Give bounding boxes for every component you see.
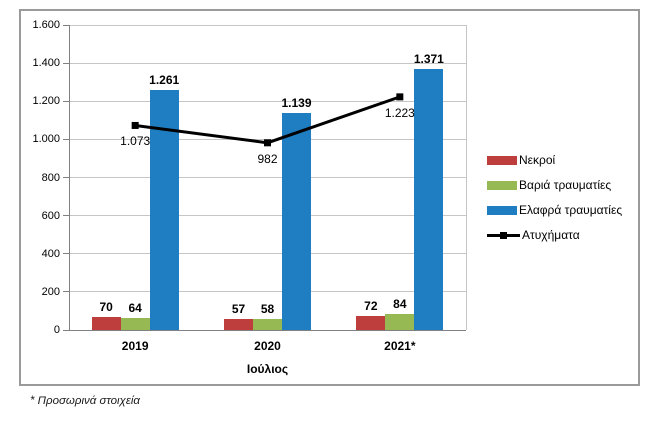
- legend-line-marker-accidents-icon: [487, 231, 520, 240]
- x-axis-line: [63, 330, 466, 331]
- bar-value-label-severely-injured-2019: 64: [128, 300, 142, 315]
- y-axis-tick-label-600: 600: [41, 209, 60, 222]
- bar-value-label-deaths-2021*: 72: [364, 299, 378, 314]
- y-axis-tick-800: [63, 177, 69, 178]
- bar-value-label-severely-injured-2020: 58: [260, 301, 275, 316]
- legend-label-severely-injured: Βαριά τραυματίες: [519, 178, 612, 192]
- bar-severely-injured-2020: [253, 318, 282, 330]
- legend-item-deaths: Νεκροί: [487, 154, 622, 166]
- bar-lightly-injured-2021*: [414, 68, 444, 330]
- bar-lightly-injured-2019: [149, 89, 179, 330]
- y-axis-tick-200: [63, 291, 69, 293]
- y-axis-tick-label-1.600: 1.600: [32, 19, 60, 31]
- gridline-400: [69, 253, 466, 255]
- legend-label-accidents: Ατυχήματα: [522, 228, 580, 242]
- bar-deaths-2019: [91, 316, 121, 330]
- chart-frame: Ιούλιος Νεκροί Βαριά τραυματίες Ελαφρά τ…: [19, 9, 640, 386]
- bar-deaths-2020: [224, 319, 253, 330]
- x-axis-category-label-2020: 2020: [254, 339, 281, 353]
- y-axis-tick-label-200: 200: [41, 285, 60, 298]
- bar-deaths-2021*: [356, 316, 386, 330]
- y-axis-tick-1.600: [63, 24, 69, 26]
- legend-label-deaths: Νεκροί: [519, 153, 556, 167]
- legend-item-lightly-injured: Ελαφρά τραυματίες: [487, 204, 622, 216]
- bar-severely-injured-2019: [120, 317, 150, 330]
- bar-value-label-deaths-2020: 57: [231, 302, 246, 317]
- bar-value-label-lightly-injured-2021*: 1.371: [413, 51, 444, 66]
- x-axis-category-label-2019: 2019: [121, 339, 149, 353]
- gridline-800: [69, 177, 466, 178]
- x-axis-title: Ιούλιος: [246, 362, 289, 376]
- x-axis-category-label-2021*: 2021*: [384, 339, 416, 353]
- bar-value-label-lightly-injured-2020: 1.139: [281, 95, 312, 110]
- y-axis-tick-label-1.200: 1.200: [32, 95, 60, 108]
- bar-severely-injured-2021*: [385, 313, 415, 330]
- plot-right-border: [466, 25, 467, 330]
- gridline-600: [69, 215, 466, 217]
- y-axis-tick-label-1.400: 1.400: [32, 57, 60, 70]
- legend-item-accidents: Ατυχήματα: [487, 229, 622, 241]
- legend-swatch-lightly-injured-icon: [487, 205, 517, 215]
- line-value-label-accidents-2019: 1.073: [120, 134, 151, 149]
- y-axis-tick-label-800: 800: [41, 171, 60, 184]
- y-axis-tick-400: [63, 253, 69, 255]
- line-value-label-accidents-2020: 982: [257, 151, 278, 166]
- legend: Νεκροί Βαριά τραυματίες Ελαφρά τραυματίε…: [487, 154, 622, 254]
- bar-lightly-injured-2020: [282, 112, 311, 330]
- bar-value-label-lightly-injured-2019: 1.261: [149, 72, 180, 87]
- gridline-1.400: [69, 62, 466, 64]
- legend-label-lightly-injured: Ελαφρά τραυματίες: [519, 203, 623, 217]
- y-axis-tick-1.200: [63, 100, 69, 102]
- legend-swatch-severely-injured-icon: [487, 180, 517, 190]
- y-axis-tick-label-0: 0: [53, 324, 60, 336]
- y-axis-tick-1.000: [63, 138, 69, 140]
- y-axis-tick-1.400: [63, 62, 69, 64]
- legend-item-severely-injured: Βαριά τραυματίες: [487, 179, 622, 191]
- gridline-1.600: [69, 24, 466, 26]
- y-axis-tick-label-1.000: 1.000: [32, 133, 60, 146]
- legend-swatch-deaths-icon: [487, 155, 517, 165]
- line-value-label-accidents-2021*: 1.223: [384, 105, 415, 120]
- line-marker-accidents-2019: [131, 121, 139, 129]
- bar-value-label-severely-injured-2021*: 84: [393, 296, 407, 311]
- footnote-provisional-data: * Προσωρινά στοιχεία: [30, 395, 140, 407]
- y-axis-line: [69, 25, 70, 331]
- gridline-200: [69, 291, 466, 293]
- y-axis-tick-label-400: 400: [41, 247, 60, 260]
- line-marker-accidents-2021*: [396, 93, 404, 101]
- bar-value-label-deaths-2019: 70: [99, 299, 113, 314]
- y-axis-tick-600: [63, 215, 69, 217]
- line-marker-accidents-2020: [264, 139, 271, 147]
